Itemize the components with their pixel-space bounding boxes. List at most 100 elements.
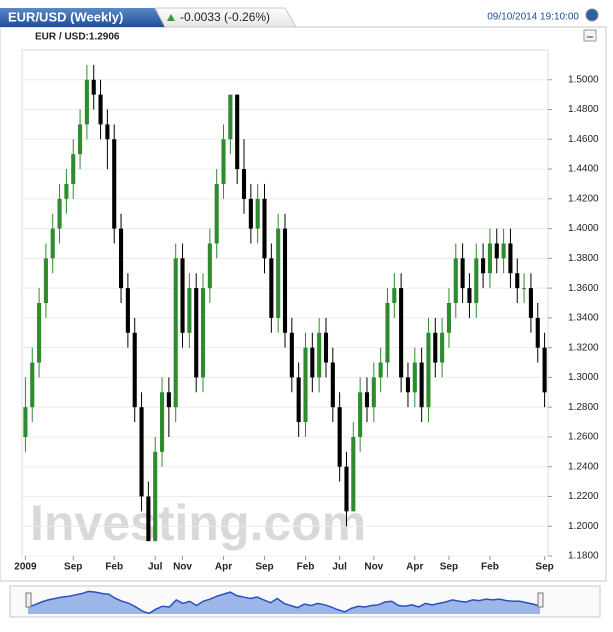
- candle-body: [248, 198, 253, 229]
- candle-body: [412, 362, 417, 393]
- candle-body: [37, 303, 42, 363]
- candle-body: [228, 94, 233, 140]
- x-tick-label: Nov: [173, 562, 192, 573]
- x-tick-label: Sep: [255, 562, 273, 573]
- x-tick-label: Apr: [215, 562, 232, 573]
- candle-body: [207, 243, 212, 289]
- candle-body: [317, 332, 322, 378]
- candle-body: [289, 332, 294, 378]
- y-tick-label: 1.4200: [568, 193, 599, 204]
- y-tick-label: 1.2200: [568, 491, 599, 502]
- x-tick-label: Apr: [406, 562, 423, 573]
- x-tick-label: Jul: [148, 562, 163, 573]
- candle-body: [187, 288, 192, 333]
- candle-body: [474, 258, 479, 303]
- candle-body: [481, 258, 486, 274]
- candle-body: [310, 347, 315, 378]
- candle-body: [405, 377, 411, 393]
- candle-body: [91, 79, 96, 95]
- y-tick-label: 1.2000: [568, 521, 599, 532]
- x-tick-label: Feb: [481, 562, 499, 573]
- y-tick-label: 1.3200: [568, 342, 599, 353]
- candle-body: [180, 258, 185, 333]
- navigator-handle[interactable]: [25, 592, 32, 608]
- x-tick-label: 2009: [14, 562, 37, 573]
- candle-body: [50, 228, 55, 259]
- candle-body: [119, 228, 124, 289]
- y-tick-label: 1.4000: [568, 223, 599, 234]
- y-tick-label: 1.3800: [568, 253, 599, 264]
- candle-body: [173, 258, 178, 408]
- y-tick-label: 1.2800: [568, 402, 599, 413]
- candle-body: [132, 332, 137, 408]
- candle-body: [351, 436, 356, 512]
- candle-body: [241, 169, 247, 199]
- y-tick-label: 1.3000: [568, 372, 599, 383]
- candle-body: [146, 496, 151, 542]
- change-tab: [154, 7, 297, 28]
- candle-body: [358, 392, 363, 437]
- candle-body: [78, 124, 83, 155]
- candle-body: [528, 288, 533, 318]
- y-tick-label: 1.5000: [568, 74, 599, 85]
- candle-body: [30, 362, 35, 408]
- candle-body: [262, 198, 267, 259]
- y-tick-label: 1.2400: [568, 461, 599, 472]
- x-tick-label: Feb: [297, 562, 315, 573]
- candle-body: [200, 288, 206, 378]
- candle-body: [522, 288, 527, 290]
- candle-body: [43, 258, 48, 303]
- candle-body: [276, 228, 281, 318]
- candle-body: [419, 362, 424, 408]
- candle-body: [23, 407, 28, 437]
- candle-body: [282, 228, 288, 333]
- candle-body: [426, 332, 431, 408]
- candle-body: [515, 273, 520, 289]
- y-tick-label: 1.4800: [568, 104, 599, 115]
- change: -0.0033 (-0.26%): [180, 10, 270, 24]
- y-tick-label: 1.4400: [568, 164, 599, 175]
- candle-body: [542, 347, 547, 393]
- candle-body: [535, 317, 540, 348]
- candle-body: [364, 392, 370, 408]
- candle-body: [330, 362, 335, 408]
- candle-body: [71, 154, 76, 184]
- navigator-line: [27, 590, 541, 615]
- y-tick-label: 1.4600: [568, 134, 599, 145]
- candle-body: [84, 79, 89, 125]
- candle-body: [453, 258, 458, 303]
- candle-body: [460, 258, 465, 289]
- candle-body: [399, 288, 404, 378]
- x-tick-label: Sep: [64, 562, 82, 573]
- instrument: EUR / USD:1.2906: [35, 32, 120, 43]
- candle-body: [105, 124, 110, 140]
- candle-body: [153, 451, 158, 542]
- candle-body: [166, 392, 171, 408]
- refresh-button[interactable]: [585, 8, 599, 22]
- y-tick-label: 1.3400: [568, 313, 599, 324]
- candle-body: [378, 362, 383, 378]
- y-tick-label: 1.1800: [568, 551, 599, 562]
- minimize-button[interactable]: [583, 29, 597, 42]
- candle-body: [371, 377, 376, 408]
- candle-body: [64, 183, 69, 199]
- candle-body: [296, 377, 301, 423]
- y-tick-label: 1.2600: [568, 432, 599, 443]
- candle-body: [433, 332, 438, 363]
- chart-title: EUR/USD (Weekly): [8, 9, 123, 24]
- candle-body: [125, 288, 130, 333]
- candle-body: [385, 303, 390, 363]
- watermark: Investing.com: [30, 495, 366, 551]
- up-arrow: [167, 14, 175, 21]
- candle-body: [255, 198, 260, 229]
- candle-body: [344, 466, 349, 512]
- candle-body: [467, 288, 472, 303]
- timestamp: 09/10/2014 19:10:00: [487, 12, 579, 23]
- candle-body: [494, 243, 499, 259]
- navigator-handle[interactable]: [537, 592, 544, 608]
- candle-body: [235, 94, 240, 170]
- x-tick-label: Jul: [332, 562, 347, 573]
- candle-body: [194, 288, 199, 378]
